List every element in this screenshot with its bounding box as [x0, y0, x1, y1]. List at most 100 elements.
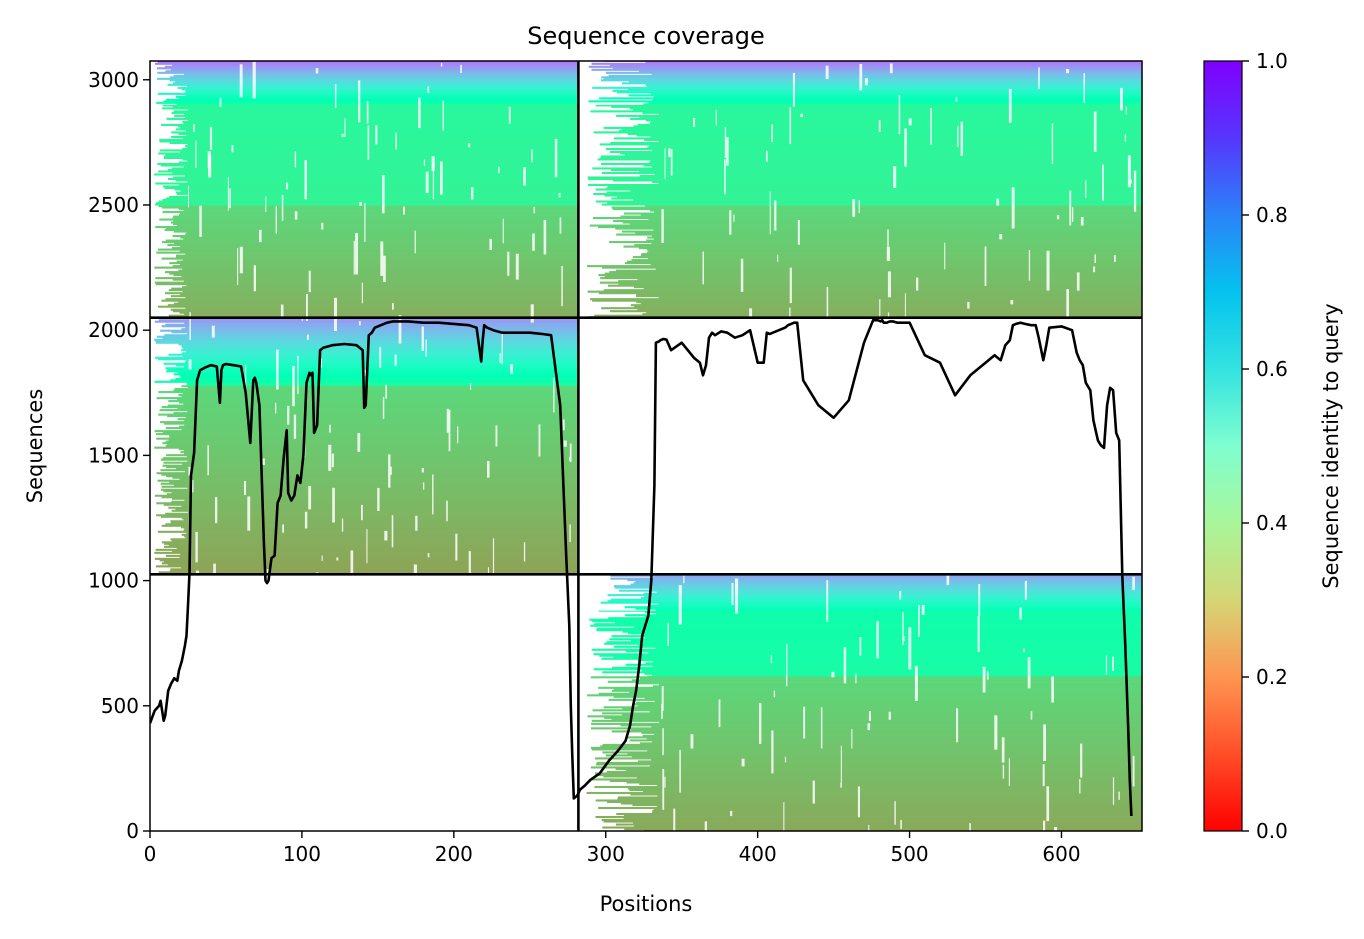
gap-streak — [921, 604, 925, 615]
coverage-row — [609, 638, 1142, 641]
gap-streak — [316, 572, 319, 613]
coverage-row — [176, 364, 579, 367]
coverage-row — [612, 67, 1142, 70]
coverage-row — [179, 245, 579, 248]
coverage-row — [594, 785, 1142, 789]
coverage-row — [155, 277, 579, 280]
coverage-row — [611, 689, 1142, 692]
gap-streak — [394, 354, 397, 367]
gap-streak — [215, 497, 218, 524]
coverage-row — [624, 828, 1142, 831]
gap-streak — [489, 238, 492, 250]
gap-streak — [735, 578, 739, 614]
coverage-row — [167, 168, 579, 172]
coverage-row — [601, 76, 1142, 79]
coverage-row — [163, 156, 579, 160]
coverage-row — [165, 445, 579, 448]
coverage-row — [154, 281, 579, 284]
coverage-row — [171, 491, 579, 494]
y-tick-label: 1500 — [88, 443, 139, 467]
coverage-row — [180, 150, 579, 153]
gap-streak — [188, 359, 192, 370]
gap-streak — [231, 145, 234, 153]
coverage-row — [180, 451, 579, 454]
coverage-row — [648, 101, 1142, 104]
coverage-row — [630, 583, 1142, 586]
coverage-row — [178, 269, 579, 272]
coverage-row — [178, 448, 579, 451]
coverage-row — [650, 120, 1142, 123]
coverage-row — [638, 644, 1142, 647]
coverage-row — [161, 406, 579, 409]
coverage-row — [623, 245, 1142, 248]
colorbar-ticks: 0.0 0.2 0.4 0.6 0.8 1.0 — [1242, 49, 1288, 843]
coverage-row — [597, 158, 1142, 161]
gap-streak — [797, 220, 800, 245]
coverage-row — [625, 663, 1142, 666]
coverage-row — [614, 137, 1142, 140]
gap-streak — [1093, 266, 1096, 273]
coverage-row — [653, 95, 1142, 98]
coverage-row — [162, 241, 579, 244]
gap-streak — [209, 126, 213, 150]
coverage-row — [181, 385, 579, 388]
gap-streak — [690, 734, 694, 749]
coverage-row — [166, 493, 579, 496]
coverage-row — [633, 108, 1142, 111]
coverage-row — [181, 533, 579, 536]
coverage-row — [179, 293, 579, 296]
coverage-row — [657, 794, 1142, 798]
coverage-row — [165, 70, 579, 73]
gap-streak — [679, 749, 681, 793]
gap-streak — [1046, 786, 1050, 822]
coverage-row — [644, 138, 1142, 141]
gap-streak — [800, 113, 803, 117]
coverage-row — [624, 606, 1142, 609]
coverage-row — [165, 227, 579, 230]
coverage-row — [594, 314, 1142, 317]
coverage-row — [636, 134, 1142, 137]
coverage-row — [162, 442, 579, 445]
coverage-row — [612, 179, 1142, 182]
coverage-row — [592, 167, 1142, 170]
gap-streak — [211, 325, 215, 338]
coverage-row — [172, 278, 579, 281]
coverage-row — [593, 192, 1142, 196]
gap-streak — [726, 137, 729, 166]
coverage-row — [155, 283, 579, 286]
coverage-row — [652, 98, 1142, 101]
gap-streak — [1112, 777, 1115, 805]
coverage-row — [169, 141, 579, 144]
coverage-row — [653, 229, 1142, 232]
coverage-row — [179, 250, 579, 253]
coverage-row — [595, 188, 1142, 191]
coverage-row — [185, 536, 579, 539]
gap-streak — [733, 214, 735, 222]
gap-streak — [858, 200, 860, 214]
coverage-row — [635, 580, 1142, 583]
coverage-row — [615, 269, 1142, 272]
gap-streak — [275, 206, 277, 234]
coverage-row — [165, 298, 579, 301]
coverage-row — [651, 73, 1142, 76]
gap-streak — [1105, 655, 1108, 675]
coverage-row — [594, 772, 1142, 775]
x-axis-label: Positions — [600, 892, 693, 916]
coverage-row — [181, 566, 579, 569]
coverage-row — [187, 332, 579, 335]
coverage-row — [179, 212, 579, 215]
coverage-row — [171, 539, 579, 542]
coverage-row — [596, 763, 1142, 766]
coverage-row — [186, 455, 579, 458]
gap-streak — [468, 551, 471, 589]
gap-streak — [773, 690, 776, 698]
coverage-row — [636, 776, 1142, 780]
coverage-row — [595, 200, 1142, 203]
coverage-row — [156, 433, 579, 436]
coverage-row — [649, 764, 1142, 767]
coverage-row — [608, 74, 1142, 77]
gap-streak — [455, 533, 458, 561]
coverage-row — [155, 226, 579, 229]
gap-streak — [384, 530, 388, 541]
